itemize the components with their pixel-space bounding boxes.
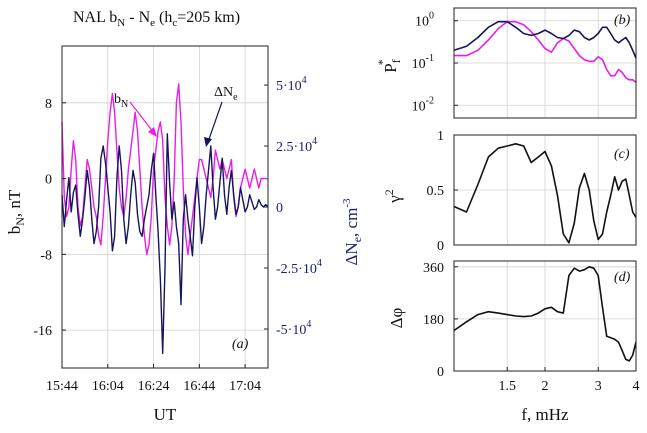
panel-a-ltick-label-0: 8 [45, 97, 52, 112]
panel-c-ytick-label-0: 1 [437, 129, 444, 144]
panel-a-ltick-label-3: -16 [33, 324, 52, 339]
panel-a-label: (a) [232, 337, 249, 352]
panel-a-ltick-label-2: -8 [40, 248, 52, 263]
panel-d-xtick-label-2: 3 [595, 379, 602, 394]
panel-b-label: (b) [614, 13, 631, 28]
panel-d-ytick-label-1: 180 [423, 313, 444, 328]
panel-a-ltick-label-1: 0 [45, 173, 52, 188]
panel-d-xtick-label-0: 1.5 [498, 379, 516, 394]
panel-a-series [61, 83, 269, 355]
panel-a-x-ticks: 15:44 16:04 16:24 16:44 17:04 [46, 364, 261, 394]
panel-b-ytick-label-1: 10-1 [412, 53, 434, 72]
panel-a-rtick-label-2: 0 [276, 201, 283, 216]
panel-a-xlabel: UT [154, 405, 177, 424]
annotation-dne-arrowhead [204, 137, 212, 147]
annotation-bn-arrow [129, 101, 155, 134]
panel-a-xtick-label-4: 17:04 [229, 379, 261, 394]
panel-b-grid [454, 8, 636, 118]
panel-a-rtick-label-4: -5·104 [276, 319, 311, 338]
panel-a-xtick-label-1: 16:04 [92, 379, 124, 394]
panel-a-left-axis-label: bN, nT [5, 189, 27, 234]
panel-a-xtick-label-3: 16:44 [183, 379, 215, 394]
panel-d-series-0 [453, 265, 637, 362]
panel-c: 10.50 (c) γ2 [382, 129, 637, 254]
panel-d: 360 180 0 1.5 2 3 4 (d) Δφ f, mHz [387, 260, 640, 424]
panel-c-ylabel: γ2 [382, 189, 404, 204]
panel-a: 8 0 -8 -16 5·104 2.5·104 0 -2.5·104 -5·104 15:4… [5, 45, 364, 424]
panel-a-right-ticks: 5·104 2.5·104 0 -2.5·104 -5·104 [264, 75, 322, 338]
panel-d-ylabel: Δφ [387, 307, 406, 328]
panel-b-ytick-label-0: 100 [415, 11, 434, 30]
annotation-dne: ΔNe [214, 85, 238, 103]
panel-a-right-axis-label: ΔNe, cm-3 [341, 198, 364, 265]
panel-d-xtick-label-3: 4 [633, 379, 640, 394]
panel-d-series [453, 265, 637, 362]
panel-a-grid [61, 46, 268, 368]
panel-d-label: (d) [614, 270, 631, 285]
panel-c-series-0 [453, 143, 637, 244]
panel-d-x-ticks: 1.5 2 3 4 [498, 367, 640, 394]
panel-d-y-ticks: 360 180 0 [423, 261, 458, 380]
panel-d-xtick-label-1: 2 [542, 379, 549, 394]
chart-title: NAL bN - Ne (hc=205 km) [73, 9, 240, 29]
panel-a-left-ticks: 8 0 -8 -16 [33, 97, 66, 339]
panel-d-ytick-label-0: 360 [423, 261, 444, 276]
annotation-bn: bN [114, 92, 128, 110]
panel-b: 100 10-1 10-2 (b) Pf* [375, 7, 637, 119]
panel-b-ylabel: Pf* [375, 59, 403, 72]
panel-d-xlabel: f, mHz [521, 405, 569, 424]
panel-a-rtick-label-0: 5·104 [276, 75, 307, 94]
panel-a-rtick-label-1: 2.5·104 [276, 136, 317, 155]
panel-b-y-ticks: 100 10-1 10-2 [412, 11, 458, 114]
panel-a-rtick-label-3: -2.5·104 [276, 258, 322, 277]
panel-b-series-1 [453, 20, 637, 59]
panel-a-xtick-label-2: 16:24 [138, 379, 170, 394]
annotation-bn-arrowhead [148, 127, 157, 137]
panel-a-xtick-label-0: 15:44 [46, 379, 78, 394]
panel-c-y-ticks: 10.50 [427, 129, 458, 254]
panel-b-ytick-label-2: 10-2 [412, 95, 434, 114]
panel-c-ytick-label-2: 0 [437, 239, 444, 254]
panel-b-series [453, 20, 637, 83]
panel-a-series-dne [61, 133, 269, 355]
panel-c-series [453, 143, 637, 244]
panel-d-ytick-label-2: 0 [437, 365, 444, 380]
panel-d-grid [454, 261, 636, 372]
panel-c-label: (c) [614, 147, 630, 162]
annotation-dne-arrow [207, 101, 223, 143]
panel-c-ytick-label-1: 0.5 [427, 184, 445, 199]
